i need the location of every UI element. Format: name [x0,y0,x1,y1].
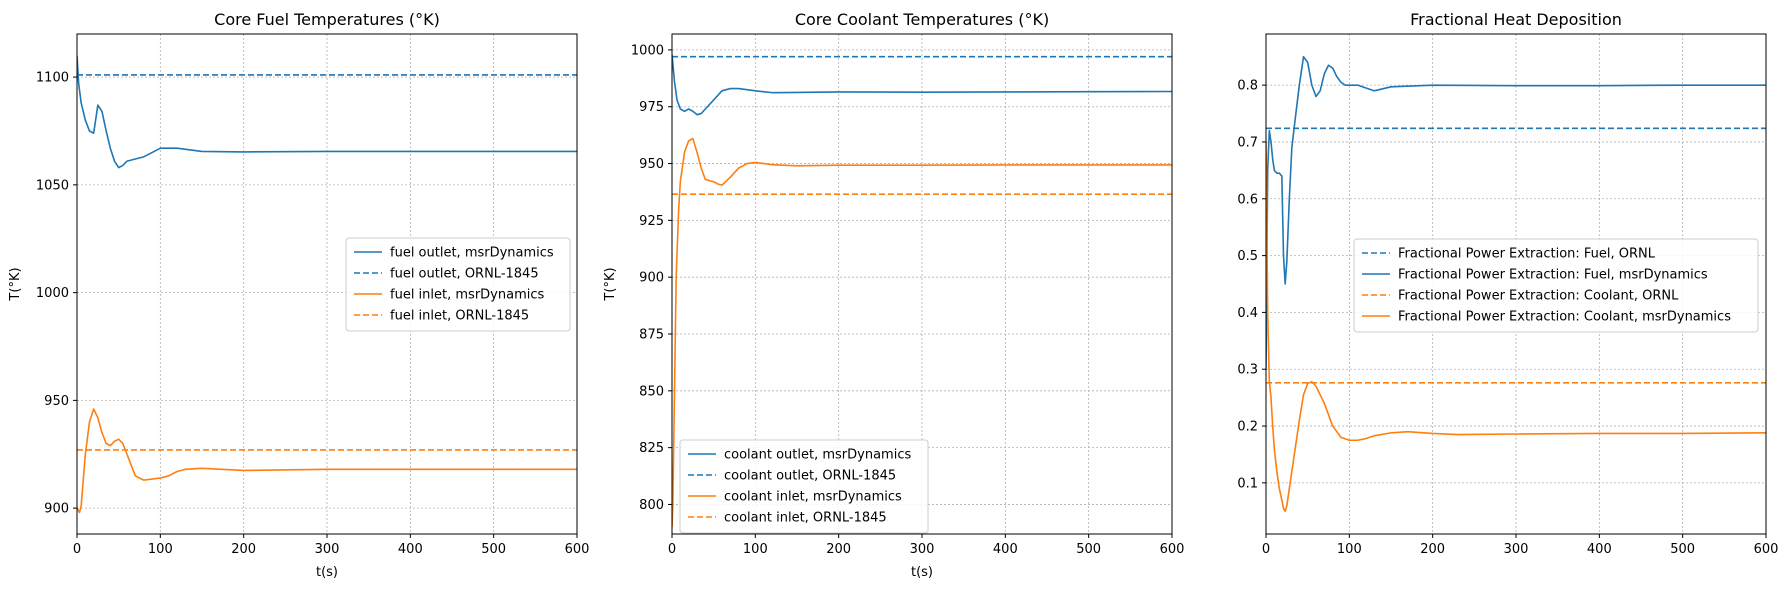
y-tick-label: 900 [639,271,664,286]
y-tick-label: 0.3 [1237,363,1258,378]
y-tick-label: 0.8 [1237,79,1258,94]
x-tick-label: 100 [743,542,768,557]
legend-box [679,439,929,534]
x-tick-label: 400 [1587,542,1612,557]
legend-entry: Fractional Power Extraction: Coolant, OR… [1398,289,1679,304]
y-tick-label: 950 [639,157,664,172]
chart-title: Core Fuel Temperatures (°K) [214,10,440,29]
series-group [77,55,577,514]
legend-entry: Fractional Power Extraction: Fuel, msrDy… [1398,268,1708,283]
x-tick-label: 0 [1262,542,1270,557]
x-tick-label: 500 [1670,542,1695,557]
x-tick-label: 500 [481,542,506,557]
x-tick-label: 100 [148,542,173,557]
legend-entry: coolant inlet, ORNL-1845 [724,511,887,526]
y-tick-label: 950 [44,394,69,409]
series-group [672,54,1172,528]
x-tick-label: 300 [910,542,935,557]
x-tick-label: 200 [1420,542,1445,557]
panel-fractional-heat-deposition: 0 100 200 300 400 500 600 0.1 0.2 0.3 0.4 0.5 0.6 0.7… [1237,10,1778,557]
series-line-0 [672,54,1172,116]
y-tick-label: 1000 [36,286,69,301]
x-tick-label: 200 [231,542,256,557]
series-line-2 [77,408,577,514]
panel-coolant-temperatures: 0 100 200 300 400 500 600 800 825 850 875 900 925 950… [603,10,1184,580]
panel-fuel-temperatures: 0 100 200 300 400 500 600 900 950 1000 1050 1100 Cor… [8,10,589,580]
x-tick-label: 300 [315,542,340,557]
y-tick-label: 0.7 [1237,135,1258,150]
x-tick-label: 600 [1754,542,1779,557]
y-tick-label: 1050 [36,178,69,193]
legend-entry: fuel outlet, ORNL-1845 [390,267,539,282]
legend-entry: coolant inlet, msrDynamics [724,490,902,505]
series-line-2 [672,137,1172,528]
legend-entry: fuel inlet, ORNL-1845 [390,309,529,324]
y-tick-label: 800 [639,498,664,513]
y-tick-label: 0.5 [1237,249,1258,264]
y-tick-label: 825 [639,441,664,456]
x-tick-label: 0 [668,542,676,557]
chart-title: Fractional Heat Deposition [1410,10,1622,29]
x-tick-label: 600 [565,542,590,557]
y-axis-label: T(°K) [603,267,618,301]
y-tick-label: 875 [639,328,664,343]
legend-entry: fuel inlet, msrDynamics [390,288,544,303]
x-tick-label: 600 [1160,542,1185,557]
legend-box [1353,238,1759,333]
y-tick-label: 925 [639,214,664,229]
y-tick-label: 975 [639,100,664,115]
y-tick-label: 1100 [36,71,69,86]
y-tick-label: 0.2 [1237,420,1258,435]
y-tick-label: 0.1 [1237,476,1258,491]
series-line-3 [1266,141,1766,513]
x-axis-label: t(s) [911,565,933,580]
legend: coolant outlet, msrDynamics coolant outle… [679,439,929,534]
series-group [1266,55,1766,513]
legend-entry: Fractional Power Extraction: Fuel, ORNL [1398,247,1656,262]
series-line-1 [1266,55,1766,370]
legend-entry: Fractional Power Extraction: Coolant, ms… [1398,310,1731,325]
series-line-0 [77,55,577,169]
legend: fuel outlet, msrDynamics fuel outlet, ORN… [345,237,571,332]
y-tick-label: 0.4 [1237,306,1258,321]
x-tick-label: 200 [826,542,851,557]
legend-box [345,237,571,332]
y-axis-label: T(°K) [8,267,23,301]
x-tick-label: 300 [1504,542,1529,557]
x-tick-label: 0 [73,542,81,557]
legend: Fractional Power Extraction: Fuel, ORNL F… [1353,238,1759,333]
legend-entry: coolant outlet, msrDynamics [724,448,911,463]
y-tick-label: 900 [44,502,69,517]
legend-entry: coolant outlet, ORNL-1845 [724,469,896,484]
chart-title: Core Coolant Temperatures (°K) [795,10,1049,29]
x-tick-label: 400 [993,542,1018,557]
x-tick-label: 500 [1076,542,1101,557]
y-tick-label: 1000 [631,43,664,58]
y-tick-label: 0.6 [1237,192,1258,207]
legend-entry: fuel outlet, msrDynamics [390,246,554,261]
x-tick-label: 100 [1337,542,1362,557]
y-tick-label: 850 [639,384,664,399]
x-axis-label: t(s) [316,565,338,580]
x-tick-label: 400 [398,542,423,557]
